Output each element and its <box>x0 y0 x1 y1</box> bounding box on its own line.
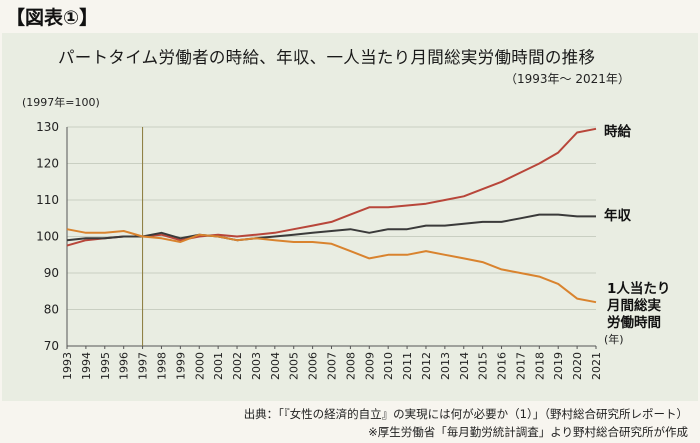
series-lines <box>66 127 597 304</box>
x-tick-2005: 2005 <box>288 352 301 380</box>
series-label-2-2: 労働時間 <box>607 314 661 331</box>
x-tick-2013: 2013 <box>439 352 452 380</box>
x-tick-1998: 1998 <box>155 352 168 380</box>
x-tick-2012: 2012 <box>420 352 433 380</box>
axes <box>66 127 597 349</box>
y-tick-110: 110 <box>36 193 59 207</box>
x-tick-2020: 2020 <box>571 352 584 380</box>
x-tick-2004: 2004 <box>269 352 282 380</box>
x-tick-1996: 1996 <box>118 352 131 380</box>
series-line-0 <box>66 127 597 247</box>
x-tick-1994: 1994 <box>80 352 93 380</box>
x-tick-1999: 1999 <box>174 352 187 380</box>
x-tick-1997: 1997 <box>137 352 150 380</box>
x-tick-2011: 2011 <box>401 352 414 380</box>
series-label-0-0: 時給 <box>604 123 632 140</box>
x-tick-1993: 1993 <box>61 352 74 380</box>
x-tick-2010: 2010 <box>382 352 395 380</box>
x-tick-2008: 2008 <box>344 352 357 380</box>
series-line-1 <box>66 213 596 242</box>
series-label-2-1: 月間総実 <box>606 297 661 314</box>
x-tick-2001: 2001 <box>212 352 225 380</box>
series-line-2 <box>66 228 597 304</box>
series-label-2-0: 1人当たり <box>607 280 670 297</box>
y-unit-note: (1997年=100) <box>22 96 100 109</box>
x-tick-2016: 2016 <box>496 352 509 380</box>
y-tick-130: 130 <box>36 120 59 134</box>
y-tick-70: 70 <box>44 339 59 353</box>
tick-labels: 70 80 90 100 110 120 130 1993 1994 1995 1996 1997 19… <box>36 120 624 380</box>
y-tick-100: 100 <box>36 230 59 244</box>
x-tick-2015: 2015 <box>477 352 490 380</box>
x-tick-2017: 2017 <box>514 352 527 380</box>
x-tick-2021: 2021 <box>590 352 603 380</box>
x-tick-2000: 2000 <box>193 352 206 380</box>
chart-title: パートタイム労働者の時給、年収、一人当たり月間総実労働時間の推移 <box>58 48 596 67</box>
figure-label: 【図表①】 <box>6 7 99 29</box>
x-tick-1995: 1995 <box>99 352 112 380</box>
x-tick-2007: 2007 <box>326 352 339 380</box>
x-tick-2002: 2002 <box>231 352 244 380</box>
x-tick-2003: 2003 <box>250 352 263 380</box>
y-tick-120: 120 <box>36 157 59 171</box>
source-line-2: ※厚生労働省「毎月勤労統計調査」より野村総合研究所が作成 <box>368 425 688 439</box>
series-label-1-0: 年収 <box>604 207 632 224</box>
x-tick-2018: 2018 <box>533 352 546 380</box>
x-tick-2014: 2014 <box>458 352 471 380</box>
x-tick-2009: 2009 <box>363 352 376 380</box>
source-line-1: 出典：｢『女性の経済的自立』の実現には何が必要か（1）｣（野村総合研究所レポート… <box>243 407 688 421</box>
x-tick-2019: 2019 <box>552 352 565 380</box>
x-unit-note: (年) <box>604 332 624 346</box>
x-tick-2006: 2006 <box>307 352 320 380</box>
y-tick-80: 80 <box>44 303 59 317</box>
chart-subtitle: （1993年～ 2021年） <box>505 72 630 86</box>
y-tick-90: 90 <box>44 266 59 280</box>
